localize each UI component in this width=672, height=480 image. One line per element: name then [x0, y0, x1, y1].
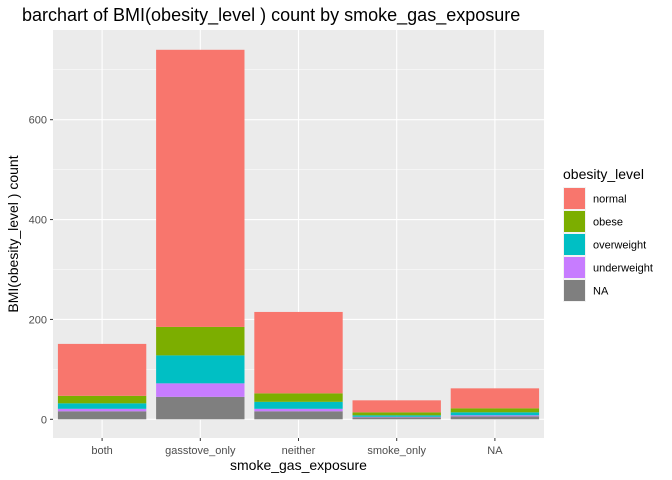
legend-key-swatch — [564, 257, 585, 278]
chart-title: barchart of BMI(obesity_level ) count by… — [22, 5, 520, 26]
bar-segment — [450, 412, 540, 416]
bar-segment — [57, 343, 147, 396]
x-axis-ticks: both gasstove_only neither smoke_only NA — [91, 438, 503, 457]
x-tick-label: NA — [487, 445, 503, 457]
bar-segment — [352, 412, 441, 416]
y-axis-title: BMI(obesity_level ) count — [5, 155, 21, 312]
bar-segment — [156, 383, 245, 397]
legend-label: underweight — [593, 263, 653, 275]
bar-segment — [450, 416, 540, 420]
bars — [57, 49, 540, 420]
bar-segment — [57, 411, 147, 420]
legend-key-swatch — [564, 188, 585, 209]
bar-segment — [450, 415, 540, 417]
bar-segment — [254, 408, 343, 412]
bar-segment — [254, 411, 343, 420]
bar-segment — [450, 408, 540, 413]
legend-key-swatch — [564, 280, 585, 301]
y-tick-label: 200 — [29, 314, 47, 326]
bar-segment — [156, 326, 245, 356]
legend-key-swatch — [564, 211, 585, 232]
x-tick-label: neither — [282, 445, 316, 457]
legend-label: NA — [593, 286, 609, 298]
bar-segment — [57, 408, 147, 412]
y-axis-ticks: 0 200 400 600 — [29, 115, 53, 426]
legend-key-swatch — [564, 234, 585, 255]
legend: obesity_level normal obese overweight under… — [563, 166, 653, 302]
bar-segment — [156, 396, 245, 420]
bar-segment — [450, 388, 540, 409]
y-tick-label: 600 — [29, 115, 47, 127]
bar-segment — [156, 49, 245, 327]
bar-segment — [57, 395, 147, 404]
y-tick-label: 400 — [29, 215, 47, 227]
legend-label: normal — [593, 194, 627, 206]
x-tick-label: both — [91, 445, 112, 457]
y-tick-label: 0 — [41, 414, 47, 426]
x-tick-label: gasstove_only — [165, 445, 236, 457]
bar-segment — [352, 415, 441, 417]
legend-title: obesity_level — [563, 166, 644, 182]
bar-segment — [57, 403, 147, 409]
bar-segment — [254, 311, 343, 394]
legend-label: obese — [593, 217, 623, 229]
bar-segment — [156, 355, 245, 384]
bar-segment — [352, 400, 441, 413]
legend-label: overweight — [593, 240, 646, 252]
bar-segment — [254, 393, 343, 402]
bar-segment — [254, 401, 343, 409]
x-tick-label: smoke_only — [367, 445, 426, 457]
x-axis-title: smoke_gas_exposure — [230, 457, 367, 473]
bar-segment — [352, 417, 441, 420]
